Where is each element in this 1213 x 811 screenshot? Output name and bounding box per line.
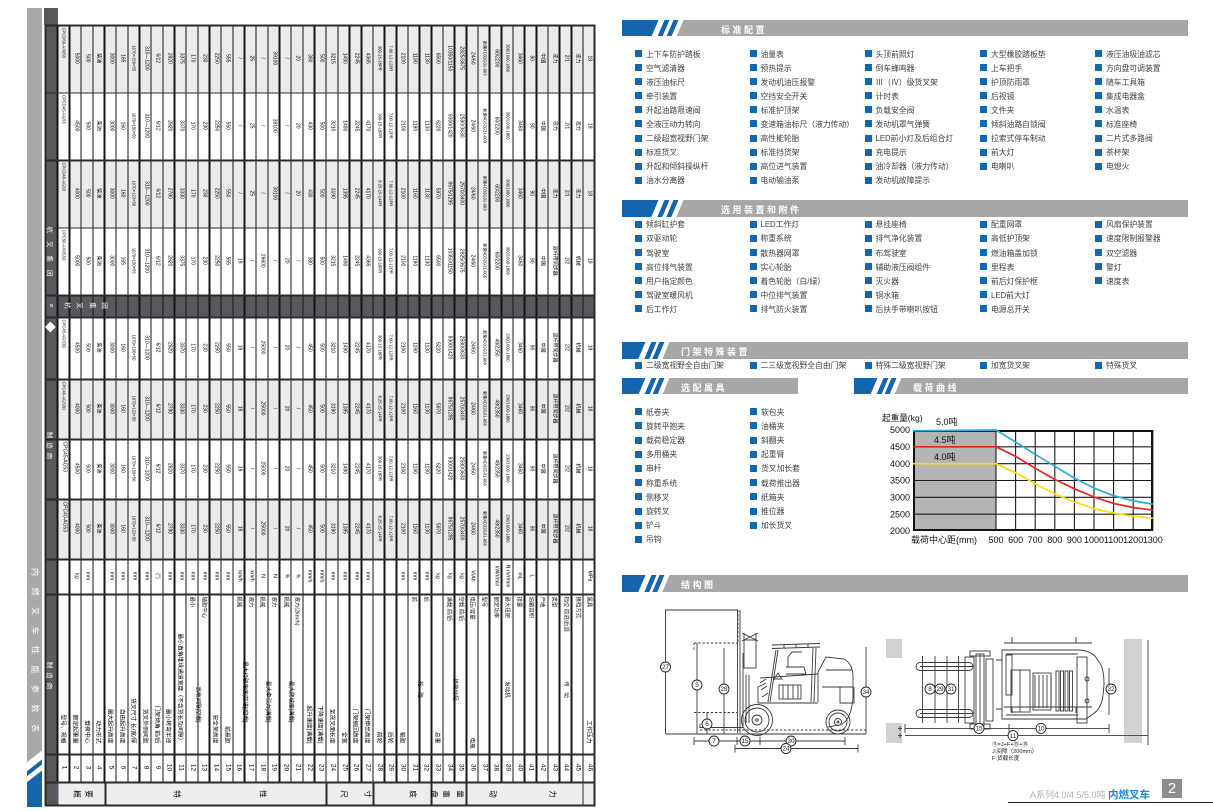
svg-text:4500: 4500 — [890, 442, 910, 452]
svg-text:8: 8 — [928, 686, 932, 693]
svg-text:6: 6 — [705, 721, 709, 728]
svg-text:载荷中心距(mm): 载荷中心距(mm) — [911, 534, 977, 545]
svg-text:30: 30 — [787, 738, 795, 745]
svg-text:5000: 5000 — [890, 425, 910, 435]
svg-text:J:间隙（200mm）: J:间隙（200mm） — [992, 747, 1037, 755]
svg-text:4.0吨: 4.0吨 — [934, 451, 956, 462]
svg-text:15: 15 — [975, 726, 983, 733]
svg-text:1300: 1300 — [1143, 535, 1163, 545]
svg-text:10: 10 — [1037, 726, 1045, 733]
svg-text:31: 31 — [947, 686, 955, 693]
svg-text:3000: 3000 — [890, 493, 910, 503]
svg-text:1000: 1000 — [1084, 535, 1104, 545]
svg-text:7: 7 — [712, 738, 716, 745]
svg-text:3500: 3500 — [890, 476, 910, 486]
svg-text:700: 700 — [1028, 535, 1043, 545]
svg-text:F:货载长度: F:货载长度 — [992, 754, 1020, 762]
svg-text:起重量(kg): 起重量(kg) — [882, 412, 923, 423]
svg-text:5: 5 — [695, 682, 699, 689]
svg-text:27: 27 — [662, 664, 670, 671]
svg-text:32: 32 — [1107, 686, 1115, 693]
svg-text:11: 11 — [1010, 733, 1017, 740]
svg-text:15: 15 — [741, 738, 749, 745]
svg-text:29: 29 — [936, 686, 944, 693]
svg-text:600: 600 — [1008, 535, 1023, 545]
svg-text:2500: 2500 — [890, 509, 910, 519]
svg-text:1200: 1200 — [1123, 535, 1143, 545]
svg-text:800: 800 — [1047, 535, 1062, 545]
svg-text:5.0吨: 5.0吨 — [936, 416, 958, 427]
svg-text:500: 500 — [988, 535, 1003, 545]
svg-text:28: 28 — [720, 686, 728, 693]
svg-text:⑪=J+F+⑮+⑩: ⑪=J+F+⑮+⑩ — [992, 740, 1028, 748]
svg-text:34: 34 — [862, 689, 870, 696]
svg-text:4.5吨: 4.5吨 — [934, 434, 956, 445]
svg-text:900: 900 — [1067, 535, 1082, 545]
svg-text:1100: 1100 — [1104, 535, 1123, 545]
svg-text:2000: 2000 — [890, 526, 910, 536]
svg-text:4000: 4000 — [890, 459, 910, 469]
svg-text:24: 24 — [782, 746, 790, 753]
